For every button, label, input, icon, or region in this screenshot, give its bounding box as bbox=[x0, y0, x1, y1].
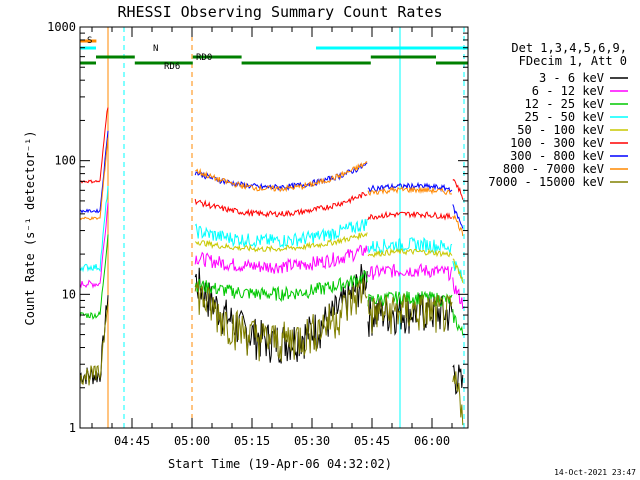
legend: Det 1,3,4,5,6,9,FDecim 1, Att 0 3 - 6 keV… bbox=[488, 41, 628, 189]
flag-label-s: S bbox=[87, 36, 92, 46]
legend-entry-5: 100 - 300 keV bbox=[510, 136, 604, 150]
legend-entry-2: 12 - 25 keV bbox=[525, 97, 604, 111]
timestamp: 14-Oct-2021 23:47 bbox=[554, 468, 636, 477]
y-axis-label: Count Rate (s⁻¹ detector⁻¹) bbox=[23, 130, 37, 325]
legend-entry-6: 300 - 800 keV bbox=[510, 149, 604, 163]
axes: 1 10 100 1000 04:45 05:00 05:15 05:30 05:45 06:00 bbox=[47, 20, 469, 448]
legend-entry-3: 25 - 50 keV bbox=[525, 110, 604, 124]
legend-entry-4: 50 - 100 keV bbox=[517, 123, 604, 137]
legend-header-0: Det 1,3,4,5,6,9, bbox=[511, 41, 627, 55]
x-tick-label-1: 05:00 bbox=[174, 434, 210, 448]
series-line-5 bbox=[79, 107, 464, 221]
x-tick-label-3: 05:30 bbox=[294, 434, 330, 448]
y-tick-label-0: 1 bbox=[69, 421, 76, 435]
y-tick-label-2: 100 bbox=[54, 154, 76, 168]
legend-entry-1: 6 - 12 keV bbox=[532, 84, 604, 98]
y-tick-label-3: 1000 bbox=[47, 20, 76, 34]
series-line-3 bbox=[79, 185, 464, 282]
x-tick-label-4: 05:45 bbox=[354, 434, 390, 448]
series-line-7 bbox=[79, 137, 464, 237]
series-line-0 bbox=[79, 263, 464, 395]
legend-header-1: FDecim 1, Att 0 bbox=[519, 54, 627, 68]
flag-label-n: N bbox=[153, 44, 158, 54]
plot-frame bbox=[79, 26, 469, 429]
series-line-8 bbox=[79, 278, 464, 426]
legend-entry-0: 3 - 6 keV bbox=[539, 71, 604, 85]
legend-entry-8: 7000 - 15000 keV bbox=[488, 175, 604, 189]
legend-entry-7: 800 - 7000 keV bbox=[503, 162, 604, 176]
y-tick-label-1: 10 bbox=[62, 287, 76, 301]
flag-label-rd6: RD6 bbox=[164, 62, 180, 72]
x-tick-label-0: 04:45 bbox=[114, 434, 150, 448]
x-axis-label: Start Time (19-Apr-06 04:32:02) bbox=[168, 457, 392, 471]
plot-area: S N RD6 RD0 bbox=[79, 27, 468, 428]
series-line-1 bbox=[79, 202, 464, 309]
flag-label-rd0: RD0 bbox=[196, 53, 212, 63]
series-line-4 bbox=[194, 232, 464, 283]
x-tick-label-2: 05:15 bbox=[234, 434, 270, 448]
series-line-2 bbox=[79, 234, 464, 336]
chart-title: RHESSI Observing Summary Count Rates bbox=[117, 3, 442, 21]
x-tick-label-5: 06:00 bbox=[414, 434, 450, 448]
